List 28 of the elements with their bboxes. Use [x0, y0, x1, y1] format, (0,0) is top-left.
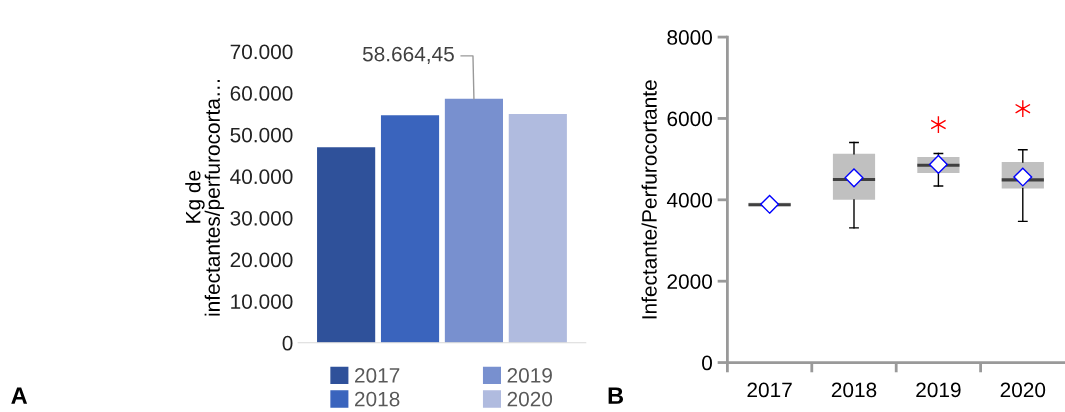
y-tick-label: 0 — [702, 355, 712, 371]
y-tick-label: 20.000 — [230, 252, 293, 268]
bar — [380, 115, 440, 343]
y-tick-label: 4000 — [666, 192, 712, 208]
x-tick-label: 2019 — [916, 382, 961, 398]
y-axis-title: Kg de infectantes/perfurocorta… — [185, 80, 225, 316]
x-tick-label: 2018 — [831, 382, 877, 398]
y-tick-label: 60.000 — [230, 86, 293, 101]
y-tick-label: 30.000 — [230, 210, 293, 226]
y-tick-label: 50.000 — [230, 127, 293, 143]
y-tick-label: 10.000 — [231, 294, 293, 309]
legend-label: 2019 — [507, 368, 552, 383]
text: A — [11, 387, 28, 404]
bar — [317, 147, 376, 343]
y-tick-label: 2000 — [667, 274, 712, 289]
y-tick-label: 8000 — [667, 30, 712, 45]
bar — [444, 98, 503, 343]
data-label: 58.664,45 — [362, 46, 454, 64]
x-tick-label: 2020 — [1000, 382, 1046, 398]
legend-label: 2017 — [355, 368, 400, 383]
text: B — [608, 387, 624, 404]
bar — [508, 113, 567, 343]
y-tick-label: 6000 — [667, 111, 712, 127]
y-tick-label: 0 — [282, 335, 293, 351]
y-tick-label: 70.000 — [230, 44, 293, 60]
x-tick-label: 2017 — [747, 382, 792, 398]
y-axis-title: Infectante/Perfurocortante — [641, 80, 657, 319]
y-tick-label: 40.000 — [230, 169, 293, 185]
